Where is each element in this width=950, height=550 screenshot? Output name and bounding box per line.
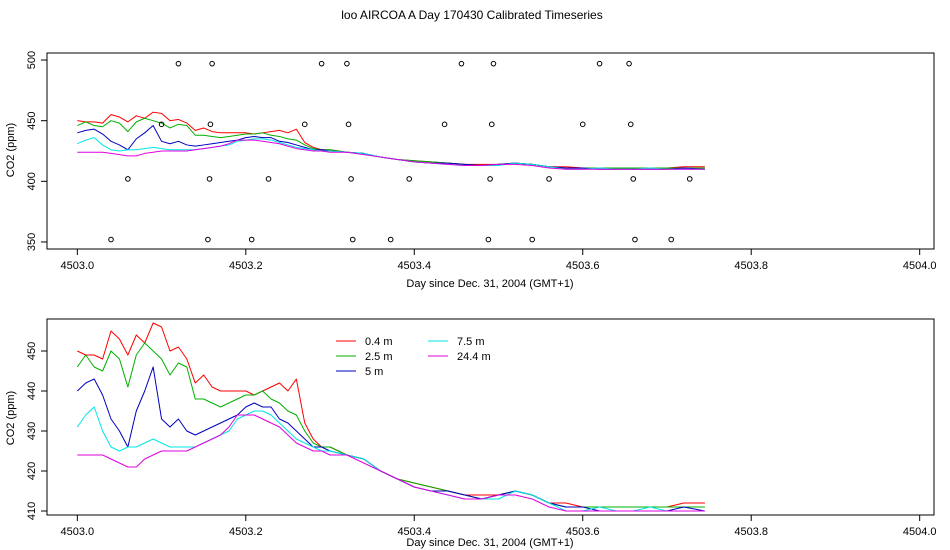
- scatter-point: [205, 236, 211, 243]
- series-line-24-4-mm: [77, 414, 705, 512]
- scatter-point: [546, 176, 552, 182]
- y-tick-label: 430: [26, 422, 38, 440]
- top-series-group: [77, 111, 705, 170]
- scatter-point: [458, 60, 465, 67]
- scatter-point: [265, 176, 272, 182]
- y-tick-label: 450: [26, 342, 38, 360]
- top-x-axis: 4503.0 4503.2 4503.4 4503.6 4503.8 4504.0: [60, 249, 937, 272]
- bottom-series-group: [76, 322, 705, 512]
- y-tick-label: 440: [26, 382, 38, 400]
- scatter-point: [630, 176, 637, 182]
- legend-label: 0.4 m: [365, 336, 393, 348]
- x-tick-label: 4503.6: [566, 526, 600, 538]
- scatter-point: [627, 121, 634, 128]
- x-tick-label: 4503.4: [397, 260, 431, 272]
- top-scatter-group: [108, 60, 693, 243]
- scatter-point: [207, 121, 214, 128]
- series-line-24-4-mm: [77, 139, 705, 170]
- scatter-point: [125, 176, 131, 182]
- series-line-7-5-mm: [77, 137, 705, 170]
- scatter-point: [175, 60, 182, 67]
- scatter-point: [318, 60, 325, 67]
- top-plot-frame: [46, 52, 935, 250]
- scatter-point: [485, 236, 492, 243]
- scatter-point: [248, 236, 255, 243]
- scatter-point: [579, 121, 586, 128]
- x-tick-label: 4503.0: [60, 526, 94, 538]
- bottom-x-axis-label: Day since Dec. 31, 2004 (GMT+1): [406, 537, 573, 549]
- scatter-point: [686, 176, 693, 182]
- legend-label: 5 m: [365, 366, 383, 378]
- scatter-point: [529, 236, 536, 243]
- scatter-point: [487, 176, 493, 182]
- x-tick-label: 4503.4: [397, 526, 431, 538]
- y-tick-label: 400: [26, 172, 38, 190]
- legend-label: 24.4 m: [457, 351, 491, 363]
- x-tick-label: 4504.0: [903, 260, 937, 272]
- scatter-point: [108, 236, 114, 243]
- y-tick-label: 420: [26, 462, 38, 480]
- scatter-point: [490, 60, 497, 67]
- scatter-point: [387, 236, 394, 243]
- top-chart-panel: 4503.0 4503.2 4503.4 4503.6 4503.8 4504.0 350…: [5, 51, 937, 290]
- bottom-x-axis: 4503.0 4503.2 4503.4 4503.6 4503.8 4504.0: [60, 515, 937, 538]
- y-tick-label: 350: [26, 233, 38, 251]
- scatter-point: [348, 176, 354, 182]
- bottom-chart-panel: 4503.0 4503.2 4503.4 4503.6 4503.8 4504.0 410…: [5, 318, 937, 549]
- x-tick-label: 4504.0: [903, 526, 937, 538]
- x-tick-label: 4503.2: [229, 526, 263, 538]
- scatter-point: [158, 121, 165, 128]
- series-line-5-mm: [76, 366, 705, 512]
- y-tick-label: 500: [26, 51, 38, 69]
- top-x-axis-label: Day since Dec. 31, 2004 (GMT+1): [406, 278, 573, 290]
- x-tick-label: 4503.8: [734, 526, 768, 538]
- bottom-y-axis-label: CO2 (ppm): [5, 391, 17, 445]
- top-y-axis-label: CO2 (ppm): [5, 123, 17, 177]
- scatter-point: [626, 60, 632, 67]
- scatter-point: [301, 121, 308, 128]
- scatter-point: [349, 236, 356, 243]
- scatter-point: [632, 236, 638, 243]
- y-tick-label: 410: [26, 502, 38, 520]
- legend: 0.4 m 2.5 m 5 m 7.5 m 24.4 m: [336, 336, 491, 378]
- x-tick-label: 4503.6: [566, 260, 600, 272]
- scatter-point: [345, 121, 352, 128]
- x-tick-label: 4503.2: [229, 260, 263, 272]
- figure-title: loo AIRCOA A Day 170430 Calibrated Times…: [341, 8, 602, 22]
- scatter-point: [596, 60, 603, 67]
- x-tick-label: 4503.8: [734, 260, 768, 272]
- scatter-point: [488, 121, 495, 128]
- top-y-axis: 350 400 450 500: [26, 51, 47, 251]
- scatter-point: [406, 176, 413, 182]
- legend-label: 7.5 m: [457, 336, 485, 348]
- scatter-point: [441, 121, 448, 128]
- bottom-y-axis: 410 420 430 440 450: [26, 342, 47, 520]
- bottom-plot-frame: [46, 318, 935, 516]
- scatter-point: [344, 60, 350, 67]
- legend-label: 2.5 m: [365, 351, 393, 363]
- scatter-point: [206, 176, 213, 182]
- series-line-7-5-mm: [76, 406, 705, 512]
- y-tick-label: 450: [26, 111, 38, 129]
- series-line-0-4-mm: [77, 322, 705, 508]
- x-tick-label: 4503.0: [60, 260, 94, 272]
- scatter-point: [668, 236, 674, 243]
- scatter-point: [209, 60, 215, 67]
